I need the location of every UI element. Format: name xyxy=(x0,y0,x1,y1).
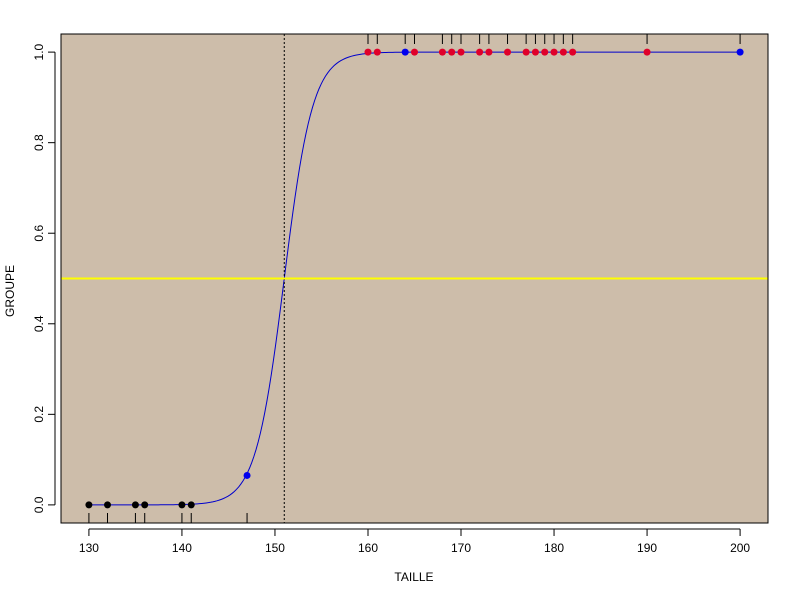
data-point xyxy=(187,501,195,509)
x-axis-title: TAILLE xyxy=(394,570,433,584)
data-point xyxy=(364,48,372,56)
x-tick-label: 140 xyxy=(172,541,192,555)
data-point xyxy=(550,48,558,56)
data-point xyxy=(569,48,577,56)
y-tick-label: 0.4 xyxy=(32,315,46,332)
y-tick-label: 0.2 xyxy=(32,406,46,423)
x-axis: 130 140 150 160 170 180 190 200 xyxy=(79,528,750,555)
data-point xyxy=(485,48,493,56)
data-point xyxy=(178,501,186,509)
data-point xyxy=(243,471,251,479)
data-point xyxy=(104,501,112,509)
data-point xyxy=(504,48,512,56)
data-point xyxy=(541,48,549,56)
data-point xyxy=(85,501,93,509)
data-point xyxy=(131,501,139,509)
data-point xyxy=(411,48,418,56)
plot-border xyxy=(60,33,769,524)
x-tick-label: 160 xyxy=(358,541,378,555)
x-tick-label: 180 xyxy=(544,541,564,555)
data-point xyxy=(448,48,456,56)
x-tick-label: 130 xyxy=(79,541,99,555)
data-point xyxy=(141,501,149,509)
x-tick-label: 170 xyxy=(451,541,471,555)
y-tick-label: 0.6 xyxy=(32,225,46,242)
data-point xyxy=(476,48,484,56)
y-axis-title: GROUPE xyxy=(3,265,17,317)
data-point xyxy=(736,48,744,56)
data-point xyxy=(531,48,539,56)
x-tick-label: 200 xyxy=(730,541,750,555)
data-point xyxy=(438,48,446,56)
y-axis: 0.0 0.2 0.4 0.6 0.8 1.0 xyxy=(32,43,56,513)
y-tick-label: 0.0 xyxy=(32,496,46,513)
y-tick-label: 0.8 xyxy=(32,134,46,151)
plot-area xyxy=(60,33,769,524)
data-point xyxy=(457,48,465,56)
data-point xyxy=(522,48,530,56)
x-tick-label: 150 xyxy=(265,541,285,555)
data-point xyxy=(401,48,409,56)
data-point xyxy=(643,48,651,56)
y-tick-label: 1.0 xyxy=(32,43,46,60)
x-tick-label: 190 xyxy=(637,541,657,555)
data-point xyxy=(373,48,381,56)
data-point xyxy=(559,48,567,56)
